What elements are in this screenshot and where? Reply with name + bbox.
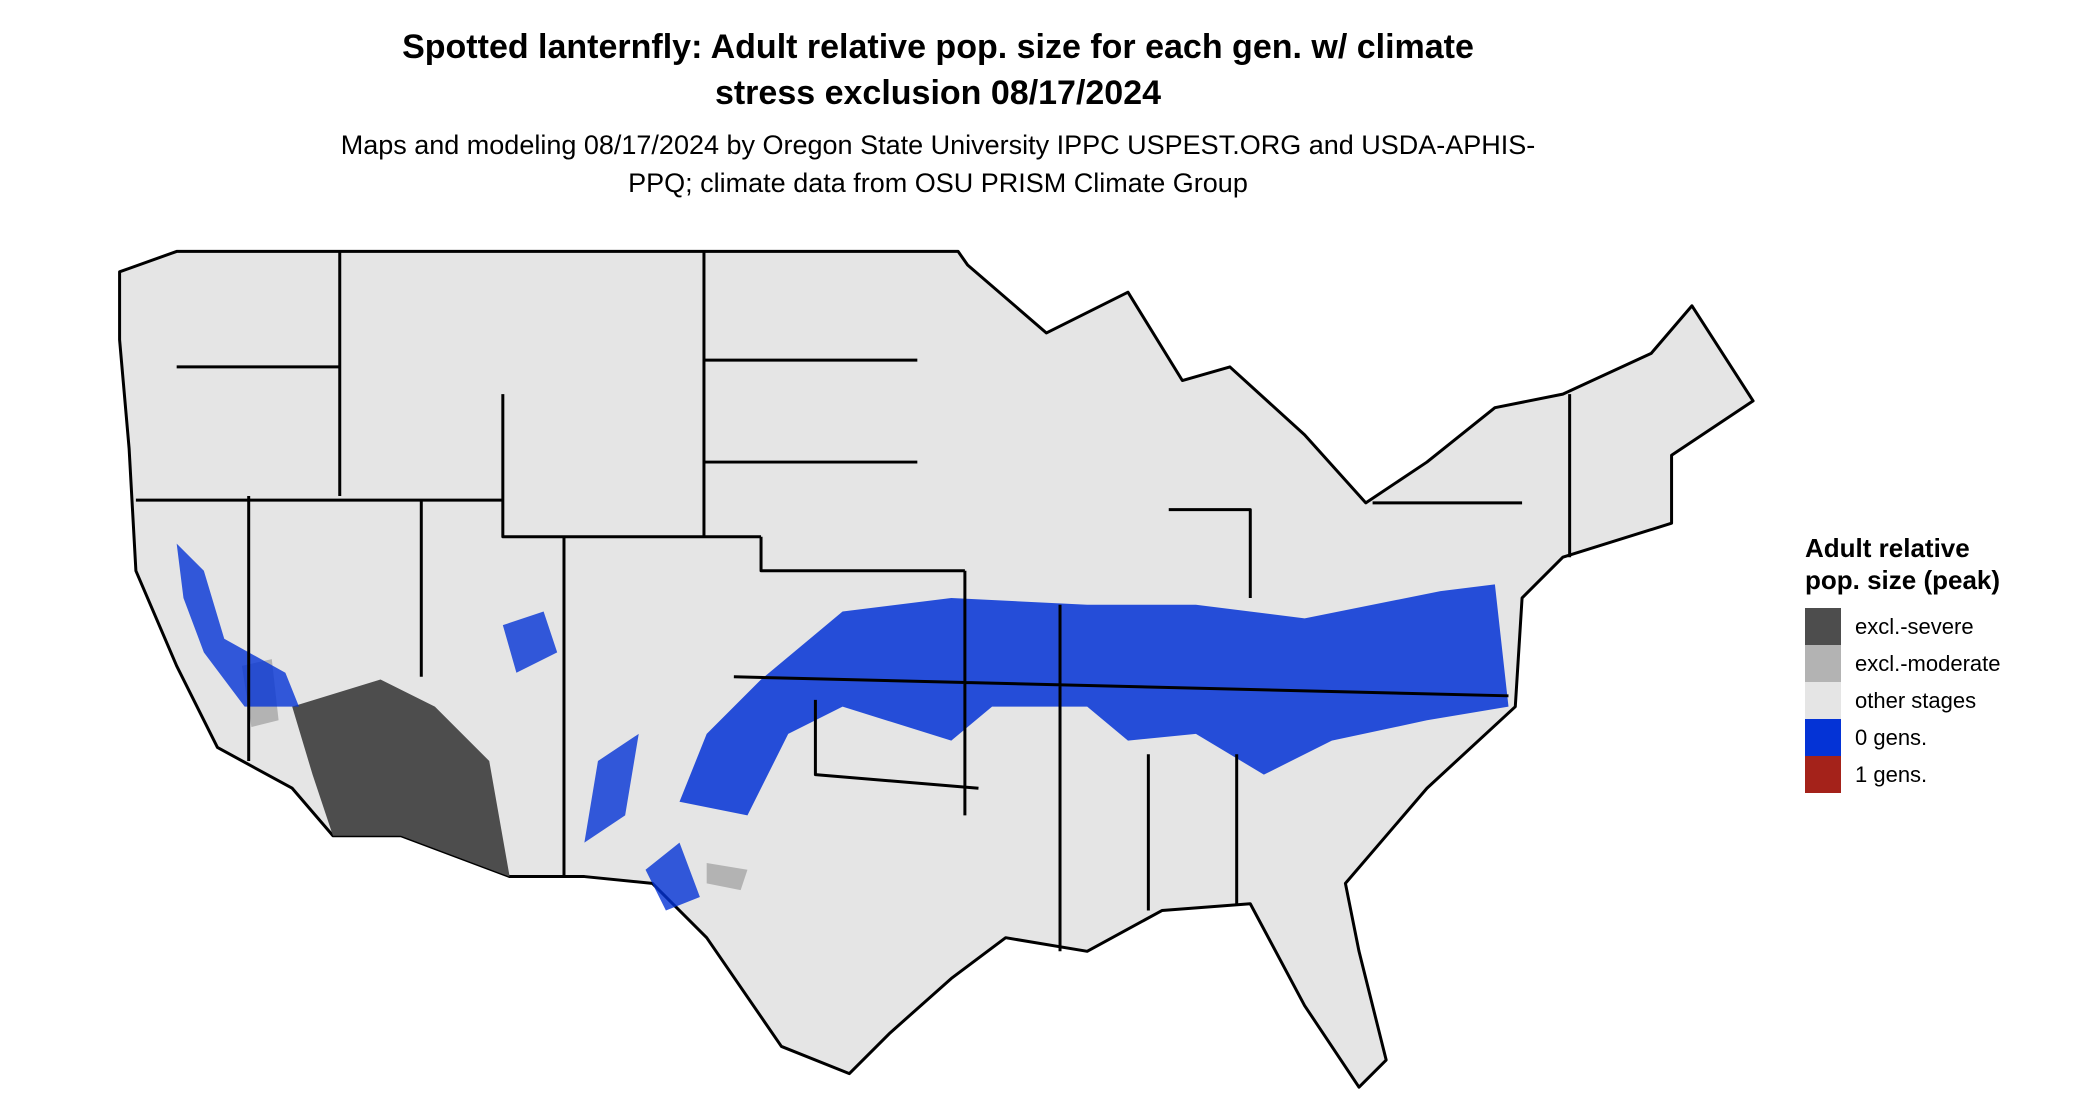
legend-items: excl.-severe excl.-moderate other stages 0 … <box>1805 608 2005 793</box>
zero-gen-region <box>679 584 1509 816</box>
legend-item: excl.-severe <box>1805 608 2005 645</box>
title: Spotted lanternfly: Adult relative pop. … <box>402 28 1474 112</box>
legend-swatch <box>1805 682 1841 719</box>
state-lines <box>135 251 1572 952</box>
legend-swatch <box>1805 608 1841 645</box>
legend-label: other stages <box>1855 687 1977 713</box>
legend-title: Adult relative pop. size (peak) <box>1805 533 2001 595</box>
legend-label: excl.-severe <box>1855 613 1974 639</box>
zero-gen-region <box>176 543 700 911</box>
legend-label: 0 gens. <box>1855 724 1928 750</box>
legend-label: excl.-moderate <box>1855 650 2001 676</box>
legend-label: 1 gens. <box>1855 761 1928 787</box>
legend-swatch <box>1805 756 1841 793</box>
legend-swatch <box>1805 719 1841 756</box>
subtitle: Maps and modeling 08/17/2024 by Oregon S… <box>340 130 1536 198</box>
legend-item: other stages <box>1805 682 2005 719</box>
severe-region <box>292 679 510 877</box>
legend-item: excl.-moderate <box>1805 645 2005 682</box>
legend: Adult relative pop. size (peak) excl.-se… <box>1805 532 2005 793</box>
legend-item: 1 gens. <box>1805 756 2005 793</box>
legend-swatch <box>1805 645 1841 682</box>
legend-item: 0 gens. <box>1805 719 2005 756</box>
